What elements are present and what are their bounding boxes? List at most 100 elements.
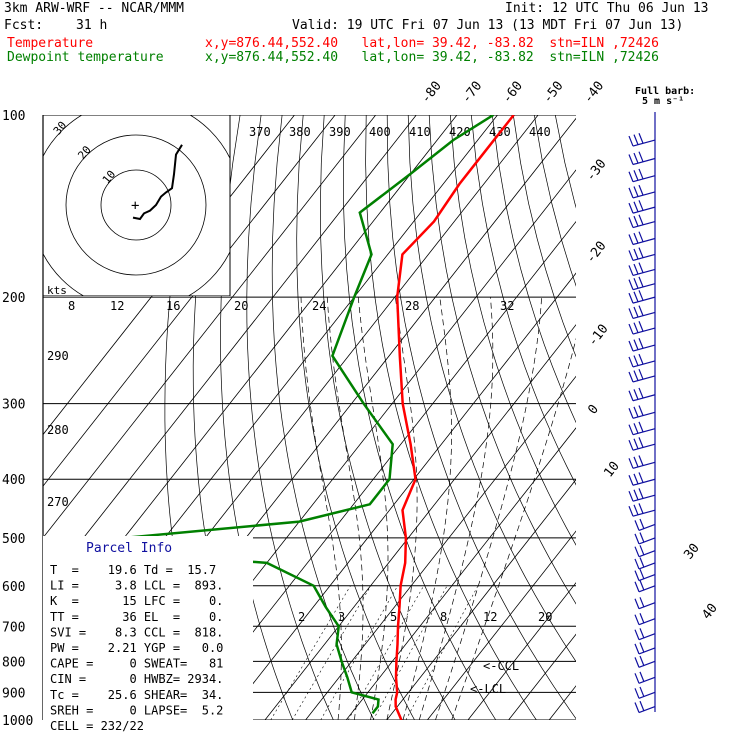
parcel-row: K = 15 LFC = 0. [50,594,223,608]
dry-adiabat [407,115,576,663]
isotherm-tick-label: -50 [540,79,566,107]
mixing-ratio-label: 5 [390,610,397,624]
theta-label: 280 [47,423,69,437]
dewpoint-legend: Dewpoint temperature [7,50,164,65]
wind-barb [628,488,656,502]
isotherm-line [427,530,576,720]
ccl-marker: <-CCL [483,659,519,673]
init-time: Init: 12 UTC Thu 06 Jun 13 [505,1,709,16]
hodograph-speed-label: 16 [166,299,180,313]
wind-barb [634,642,656,655]
dry-adiabat [246,115,334,720]
wind-barb [634,700,656,714]
wind-barb [628,231,656,246]
wind-barb [634,532,656,545]
wind-barb [628,276,656,291]
dry-adiabat [343,115,497,720]
mixing-ratio-line [320,585,398,720]
theta-label: 290 [47,349,69,363]
isotherm-line [467,582,576,720]
pressure-tick-label: 200 [2,291,25,306]
wind-barb [628,368,656,383]
barb-note-value: 5 m s⁻¹ [642,96,684,107]
dewpoint-station-info: x,y=876.44,552.40 lat,lon= 39.42, -83.82… [205,50,659,65]
pressure-tick-label: 600 [2,580,25,595]
theta-label: 420 [449,125,471,139]
hodograph-speed-label: 12 [110,299,124,313]
moist-adiabat [435,297,543,720]
wind-barb [628,455,656,469]
lcl-marker: <-LCL [470,682,506,696]
wind-barb [628,387,656,402]
isotherm-tick-label: -60 [500,79,526,107]
mixing-ratio-label: 3 [338,610,345,624]
wind-barb [628,262,656,277]
wind-barb [634,655,656,668]
wind-barb [628,421,656,436]
wind-barb [628,437,656,451]
hodograph-unit: kts [47,284,67,297]
wind-barb [628,503,656,517]
hodograph-speed-label: 28 [405,299,419,313]
fcst-value: 31 h [76,18,108,33]
mixing-ratio-label: 8 [440,610,447,624]
parcel-row: SVI = 8.3 CCL = 818. [50,625,223,639]
hodograph-ring [65,134,207,276]
mixing-ratio-label: 2 [298,610,305,624]
pressure-tick-label: 800 [2,655,25,670]
dry-adiabat [365,115,537,720]
isotherm-tick-label: 0 [585,402,602,417]
wind-barb [628,133,656,147]
moist-adiabat [386,297,418,720]
moist-adiabat [402,297,452,720]
pressure-tick-label: 700 [2,620,25,635]
parcel-row: TT = 36 EL = 0. [50,610,223,624]
temperature-series [394,115,515,720]
isotherm-line [548,685,576,720]
wind-barb [628,305,656,320]
pressure-tick-label: 100 [2,109,25,124]
pressure-axis: 100 200 300 400 500 600 700 800 900 1000 [2,109,44,729]
temperature-station-info: x,y=876.44,552.40 lat,lon= 39.42, -83.82… [205,36,659,51]
barb-note-title: Full barb: [635,86,695,97]
isotherm-tick-label: -40 [581,79,607,107]
wind-barb [628,247,656,262]
wind-barb [634,671,656,684]
isotherm-line [43,115,336,487]
dry-adiabat [470,115,576,486]
dry-adiabat [491,115,576,424]
parcel-row: PW = 2.21 YGP = 0.0 [50,641,223,655]
pressure-tick-label: 300 [2,398,25,413]
theta-label: 370 [249,125,271,139]
wind-barb [628,168,656,183]
moist-adiabat [300,297,342,720]
dry-adiabat [386,115,576,720]
mixing-ratio-label: 20 [538,610,552,624]
fcst-label: Fcst: [4,18,44,33]
isotherm-tick-label: 40 [699,601,720,623]
isotherm-tick-label: -10 [585,322,611,350]
parcel-info-panel: Parcel Info T = 19.6 Td = 15.7 LI = 3.8 L… [43,536,253,733]
valid-time: Valid: 19 UTC Fri 07 Jun 13 (13 MDT Fri … [292,18,684,33]
wind-barb [634,597,656,610]
hodograph-ring [100,169,172,241]
dry-adiabat [271,115,375,720]
hodograph-center: + [131,198,139,214]
isotherm-tick-label: 30 [681,541,702,563]
mixing-ratio-line [270,585,351,720]
wind-barb [628,184,656,199]
dry-adiabat [449,115,576,546]
moist-adiabat [451,337,576,720]
theta-label: 410 [409,125,431,139]
wind-barb [628,405,656,419]
dry-adiabat [575,115,576,116]
theta-label: 400 [369,125,391,139]
wind-barb [628,151,656,166]
theta-label: 390 [329,125,351,139]
parcel-title: Parcel Info [86,541,172,556]
wind-barb [634,518,656,531]
wind-barb [628,200,656,214]
parcel-row: T = 19.6 Td = 15.7 [50,563,216,577]
